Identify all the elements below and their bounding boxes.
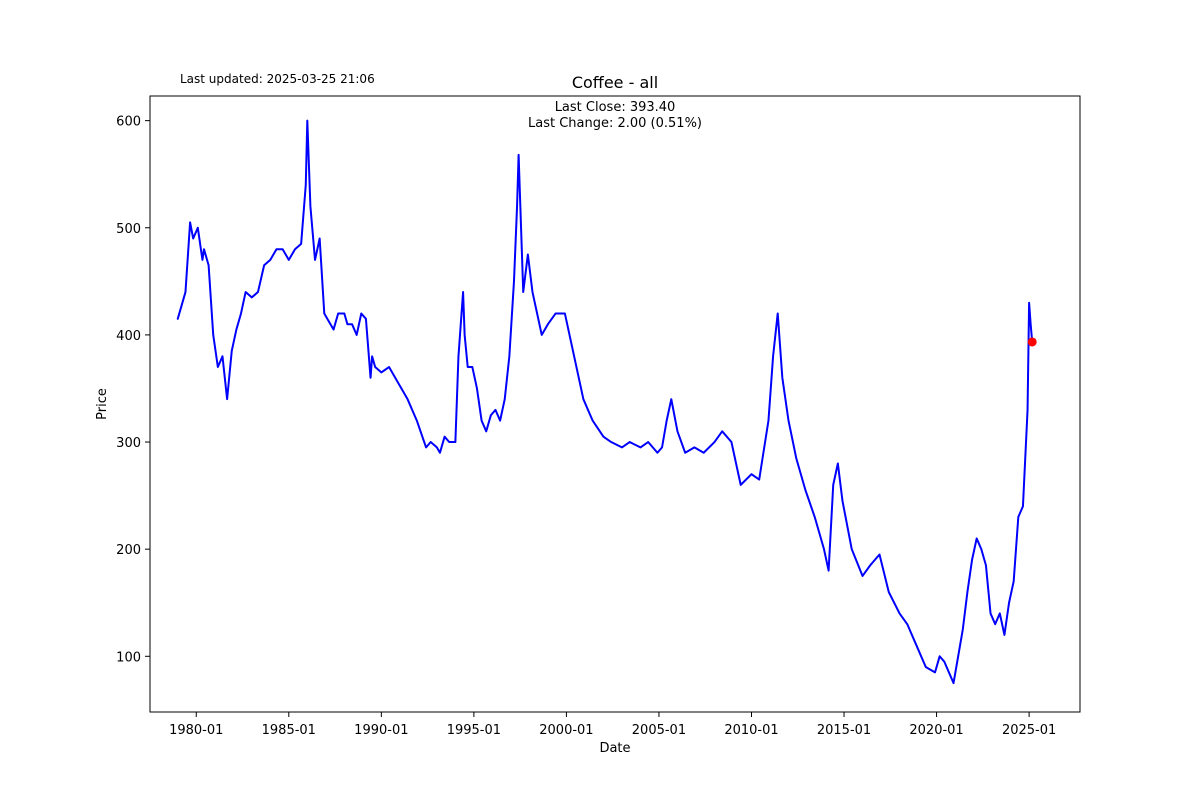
last-close-marker	[1027, 337, 1037, 347]
y-axis: 100 200 300 400 500 600	[116, 115, 150, 665]
x-tick-label: 1990-01	[354, 723, 408, 738]
y-tick-label: 600	[116, 115, 141, 130]
last-updated-label: Last updated: 2025-03-25 21:06	[180, 72, 375, 86]
x-tick-label: 2010-01	[724, 723, 778, 738]
y-tick-label: 300	[116, 436, 141, 451]
x-tick-label: 2025-01	[1002, 723, 1056, 738]
last-change-annotation: Last Change: 2.00 (0.51%)	[528, 116, 702, 131]
x-tick-label: 2015-01	[817, 723, 871, 738]
x-axis-label: Date	[599, 741, 630, 756]
y-tick-label: 200	[116, 543, 141, 558]
x-tick-label: 1980-01	[169, 723, 223, 738]
x-axis: 1980-01 1985-01 1990-01 1995-01 2000-01 2005-…	[169, 712, 1056, 738]
plot-frame	[149, 95, 1081, 713]
x-tick-label: 2005-01	[632, 723, 686, 738]
y-axis-label: Price	[95, 388, 110, 420]
y-tick-label: 500	[116, 222, 141, 237]
plot-area	[176, 119, 1037, 685]
chart-title: Coffee - all	[572, 73, 658, 92]
x-tick-label: 1985-01	[262, 723, 316, 738]
x-tick-label: 1995-01	[447, 723, 501, 738]
x-tick-label: 2020-01	[909, 723, 963, 738]
last-close-annotation: Last Close: 393.40	[555, 100, 676, 115]
price-series-line	[176, 119, 1034, 685]
y-tick-label: 400	[116, 329, 141, 344]
y-tick-label: 100	[116, 650, 141, 665]
x-tick-label: 2000-01	[539, 723, 593, 738]
